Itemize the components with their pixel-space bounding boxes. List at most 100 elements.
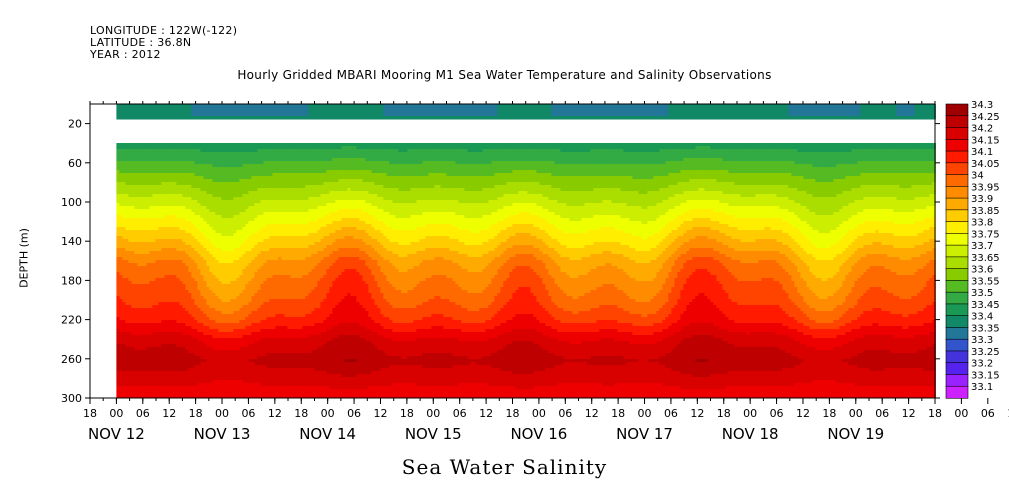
salinity-cell [122,275,126,279]
salinity-cell [170,113,174,117]
salinity-cell [173,224,177,228]
salinity-cell [197,374,201,378]
salinity-cell [170,302,174,306]
salinity-cell [185,299,189,303]
salinity-cell [272,320,276,324]
salinity-cell [218,344,222,348]
salinity-cell [137,161,141,165]
salinity-cell [161,365,165,369]
salinity-cell [152,269,156,273]
salinity-cell [239,293,243,297]
salinity-cell [197,338,201,342]
salinity-cell [281,152,285,156]
salinity-cell [233,278,237,282]
salinity-cell [191,188,195,192]
salinity-cell [194,116,198,120]
salinity-cell [173,161,177,165]
salinity-cell [161,107,165,111]
salinity-cell [230,386,234,390]
salinity-cell [140,107,144,111]
salinity-cell [143,344,147,348]
salinity-cell [257,335,261,339]
salinity-cell [272,251,276,255]
salinity-cell [149,257,153,261]
salinity-cell [239,320,243,324]
salinity-cell [242,389,246,393]
salinity-cell [248,215,252,219]
salinity-cell [203,236,207,240]
salinity-cell [122,185,126,189]
salinity-cell [200,188,204,192]
salinity-cell [191,266,195,270]
salinity-cell [281,236,285,240]
salinity-cell [149,104,153,108]
salinity-cell [152,356,156,360]
salinity-cell [278,179,282,183]
salinity-cell [254,194,258,198]
salinity-cell [185,194,189,198]
salinity-cell [167,197,171,201]
salinity-cell [224,347,228,351]
salinity-cell [272,275,276,279]
salinity-cell [131,233,135,237]
salinity-cell [245,269,249,273]
salinity-cell [236,335,240,339]
salinity-cell [149,356,153,360]
salinity-cell [140,257,144,261]
salinity-cell [176,296,180,300]
salinity-cell [227,308,231,312]
salinity-cell [245,302,249,306]
salinity-cell [194,332,198,336]
salinity-cell [158,317,162,321]
salinity-cell [185,254,189,258]
salinity-cell [260,179,264,183]
salinity-cell [248,158,252,162]
salinity-cell [134,338,138,342]
salinity-cell [188,272,192,276]
salinity-cell [257,344,261,348]
salinity-cell [212,227,216,231]
salinity-cell [134,113,138,117]
salinity-cell [161,170,165,174]
salinity-cell [272,299,276,303]
salinity-cell [230,278,234,282]
salinity-cell [278,287,282,291]
salinity-cell [179,239,183,243]
salinity-cell [215,269,219,273]
salinity-cell [173,230,177,234]
salinity-cell [176,209,180,213]
salinity-cell [155,230,159,234]
salinity-cell [179,377,183,381]
salinity-cell [191,353,195,357]
salinity-cell [245,239,249,243]
salinity-cell [281,161,285,165]
salinity-cell [122,116,126,120]
salinity-cell [128,197,132,201]
salinity-cell [128,188,132,192]
salinity-cell [137,281,141,285]
salinity-cell [116,104,120,108]
salinity-cell [176,146,180,150]
salinity-cell [167,362,171,366]
salinity-cell [128,152,132,156]
salinity-cell [221,359,225,363]
salinity-cell [254,227,258,231]
salinity-cell [161,302,165,306]
salinity-cell [143,365,147,369]
salinity-cell [209,269,213,273]
salinity-cell [146,218,150,222]
salinity-cell [206,224,210,228]
salinity-cell [182,362,186,366]
salinity-cell [167,383,171,387]
salinity-cell [158,374,162,378]
salinity-cell [149,308,153,312]
salinity-cell [128,350,132,354]
salinity-cell [197,341,201,345]
salinity-cell [137,251,141,255]
salinity-cell [155,104,159,108]
salinity-cell [143,320,147,324]
salinity-cell [248,338,252,342]
salinity-cell [194,110,198,114]
salinity-cell [260,299,264,303]
salinity-cell [137,176,141,180]
